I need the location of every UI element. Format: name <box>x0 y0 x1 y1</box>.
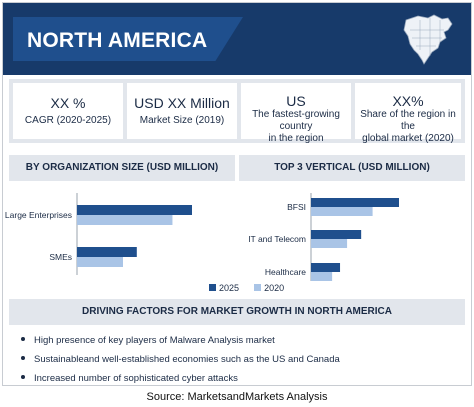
chart-legend: 2025 2020 <box>209 283 284 293</box>
org-size-chart: Large Enterprises SMEs <box>5 193 192 275</box>
driver-item: High presence of key players of Malware … <box>21 335 275 346</box>
stat-fastest-country-label-line2: in the region <box>268 133 324 144</box>
bar-2020 <box>311 272 333 281</box>
bar-2025 <box>311 198 399 207</box>
driver-text: High presence of key players of Malware … <box>34 335 275 346</box>
stat-cagr-label: CAGR (2020-2025) <box>24 115 112 126</box>
stat-cagr-value: XX % <box>50 95 86 111</box>
stat-region-share-value: XX% <box>392 93 424 109</box>
page-title: NORTH AMERICA <box>27 29 208 52</box>
driver-text: Increased number of sophisticated cyber … <box>34 373 238 384</box>
bar-2025 <box>77 205 192 215</box>
category-tick-label: Healthcare <box>265 267 306 277</box>
bar-2025 <box>311 230 362 239</box>
category-tick-label: Large Enterprises <box>5 210 72 220</box>
header-banner: NORTH AMERICA <box>3 3 471 75</box>
key-stats-bar: XX % CAGR (2020-2025) USD XX Million Mar… <box>9 79 465 144</box>
stat-fastest-country-value: US <box>286 93 306 109</box>
vertical-chart: BFSI IT and Telecom Healthcare <box>248 193 399 281</box>
stat-region-share-label-line1: Share of the region in the <box>360 109 456 132</box>
bullet-icon <box>21 375 25 380</box>
category-tick-label: IT and Telecom <box>248 234 306 244</box>
bar-2020 <box>311 207 373 216</box>
legend-2020-label: 2020 <box>264 283 285 293</box>
bar-2020 <box>311 239 348 248</box>
bar-2025 <box>77 247 137 257</box>
driver-item: Sustainableand well-established economie… <box>21 354 340 365</box>
category-tick-label: BFSI <box>287 202 306 212</box>
source-note: Source: MarketsandMarkets Analysis <box>146 391 328 403</box>
left-chart-title: BY ORGANIZATION SIZE (USD MILLION) <box>9 155 235 181</box>
right-chart-title: TOP 3 VERTICAL (USD MILLION) <box>239 155 465 181</box>
infographic-frame: NORTH AMERICA XX % CAGR (2020-2025) USD … <box>2 2 472 386</box>
stat-region-share-label-line2: global market (2020) <box>362 133 454 144</box>
bar-2020 <box>77 257 123 267</box>
driver-item: Increased number of sophisticated cyber … <box>21 373 238 384</box>
stat-region-share: XX% Share of the region in the global ma… <box>355 83 461 144</box>
stat-market-size: USD XX Million Market Size (2019) <box>127 83 237 139</box>
stat-fastest-country-label: The fastest-growing country in the regio… <box>243 109 349 145</box>
driver-text: Sustainableand well-established economie… <box>34 354 340 365</box>
stat-fastest-country-label-line1: The fastest-growing country <box>252 109 340 132</box>
stat-cagr: XX % CAGR (2020-2025) <box>13 83 123 139</box>
legend-2025-swatch <box>209 284 216 292</box>
bullet-icon <box>21 337 25 342</box>
drivers-title: DRIVING FACTORS FOR MARKET GROWTH IN NOR… <box>9 299 465 325</box>
legend-2025-label: 2025 <box>219 283 240 293</box>
bullet-icon <box>21 356 25 361</box>
stat-market-size-value: USD XX Million <box>134 95 230 111</box>
stat-market-size-label: Market Size (2019) <box>139 115 225 126</box>
stat-fastest-country: US The fastest-growing country in the re… <box>241 83 351 144</box>
bar-2025 <box>311 263 341 272</box>
stat-region-share-label: Share of the region in the global market… <box>357 109 459 145</box>
north-america-map-icon <box>403 14 453 65</box>
bar-2020 <box>77 215 173 225</box>
legend-2020-swatch <box>254 284 262 292</box>
category-tick-label: SMEs <box>49 252 72 262</box>
title-ribbon <box>13 17 243 61</box>
